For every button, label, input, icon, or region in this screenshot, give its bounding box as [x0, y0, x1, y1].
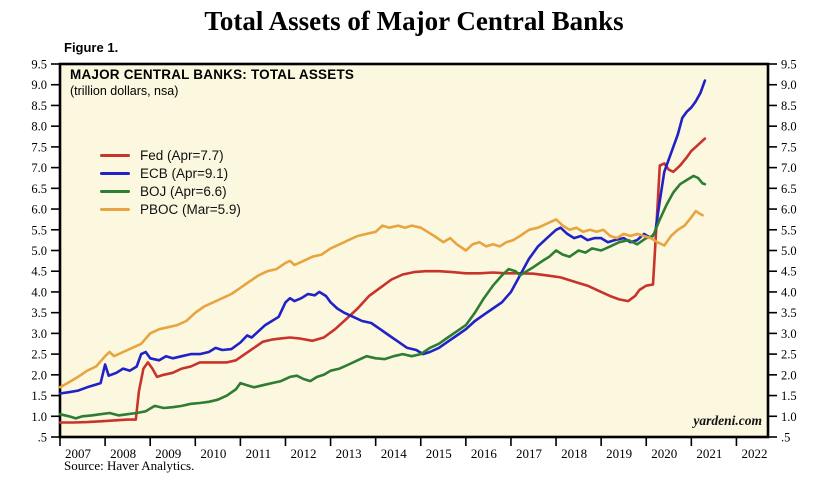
y-axis-label-left: 8.0	[31, 120, 47, 134]
y-axis-label-left: 2.5	[31, 348, 47, 362]
y-axis-label-right: 4.0	[781, 285, 797, 299]
chart-subtitle: (trillion dollars, nsa)	[70, 84, 179, 98]
y-axis-label-right: 2.5	[781, 348, 797, 362]
y-axis-label-right: 5.5	[781, 223, 797, 237]
legend-item-ecb: ECB (Apr=9.1)	[100, 164, 241, 182]
y-axis-label-left: 1.0	[31, 410, 47, 424]
yardeni-watermark: yardeni.com	[693, 413, 762, 428]
x-axis-label: 2012	[291, 446, 317, 461]
y-axis-label-right: .5	[781, 431, 790, 445]
x-axis-label: 2007	[65, 446, 92, 461]
chart-header: MAJOR CENTRAL BANKS: TOTAL ASSETS (trill…	[70, 67, 354, 98]
x-axis-label: 2008	[110, 446, 136, 461]
y-axis-label-left: 3.0	[31, 327, 47, 341]
page-title: Total Assets of Major Central Banks	[204, 6, 624, 36]
y-axis-label-right: 1.5	[781, 389, 797, 403]
y-axis-label-left: 8.5	[31, 99, 47, 113]
plot-area	[58, 62, 770, 439]
y-axis-label-right: 6.0	[781, 203, 797, 217]
y-axis-label-right: 9.5	[781, 58, 797, 72]
y-axis-label-left: 5.0	[31, 244, 47, 258]
y-axis-label-right: 5.0	[781, 244, 797, 258]
x-axis-label: 2019	[606, 446, 632, 461]
y-axis-label-left: 7.0	[31, 161, 47, 175]
x-axis-label: 2018	[561, 446, 587, 461]
y-axis-label-left: 5.5	[31, 223, 47, 237]
y-axis-label-left: .5	[38, 431, 47, 445]
x-axis-label: 2009	[155, 446, 181, 461]
figure-number-label: Figure 1.	[64, 40, 119, 55]
y-axis-label-right: 7.5	[781, 140, 797, 154]
legend-item-pboc: PBOC (Mar=5.9)	[100, 200, 241, 218]
legend-item-fed: Fed (Apr=7.7)	[100, 146, 241, 164]
y-axis-label-left: 9.5	[31, 58, 47, 72]
y-axis-label-left: 4.5	[31, 265, 47, 279]
y-axis-label-left: 6.0	[31, 203, 47, 217]
y-axis-label-right: 4.5	[781, 265, 797, 279]
chart-title: MAJOR CENTRAL BANKS: TOTAL ASSETS	[70, 67, 355, 82]
legend-swatch-ecb	[100, 171, 130, 175]
y-axis-label-right: 7.0	[781, 161, 797, 175]
legend: Fed (Apr=7.7) ECB (Apr=9.1) BOJ (Apr=6.6…	[100, 146, 241, 218]
legend-item-boj: BOJ (Apr=6.6)	[100, 182, 241, 200]
series-line-boj	[58, 174, 707, 420]
legend-label-boj: BOJ (Apr=6.6)	[140, 183, 227, 199]
y-axis-label-right: 3.5	[781, 306, 797, 320]
y-axis-label-left: 9.0	[31, 78, 47, 92]
series-line-fed	[58, 137, 707, 424]
y-axis-label-left: 7.5	[31, 140, 47, 154]
y-axis-label-right: 8.0	[781, 120, 797, 134]
x-axis-label: 2010	[200, 446, 226, 461]
x-axis-label: 2015	[426, 446, 452, 461]
y-axis-label-right: 9.0	[781, 78, 797, 92]
y-axis-label-left: 6.5	[31, 182, 47, 196]
x-axis-label: 2011	[246, 446, 272, 461]
legend-label-ecb: ECB (Apr=9.1)	[140, 165, 229, 181]
y-axis-label-right: 1.0	[781, 410, 797, 424]
legend-label-fed: Fed (Apr=7.7)	[140, 147, 224, 163]
x-axis-label: 2022	[741, 446, 767, 461]
y-axis-label-right: 8.5	[781, 99, 797, 113]
x-axis-label: 2020	[651, 446, 677, 461]
y-axis-label-right: 2.0	[781, 368, 797, 382]
y-axis-label-right: 6.5	[781, 182, 797, 196]
legend-label-pboc: PBOC (Mar=5.9)	[140, 201, 241, 217]
x-axis-label: 2017	[516, 446, 543, 461]
x-axis-label: 2014	[381, 446, 408, 461]
y-axis-label-left: 2.0	[31, 368, 47, 382]
y-axis-label-left: 3.5	[31, 306, 47, 320]
legend-swatch-boj	[100, 189, 130, 193]
y-axis-label-left: 1.5	[31, 389, 47, 403]
source-note: Source: Haver Analytics.	[64, 458, 195, 473]
x-axis-label: 2016	[471, 446, 498, 461]
x-axis-label: 2013	[336, 446, 362, 461]
legend-swatch-fed	[100, 153, 130, 157]
x-axis-label: 2021	[696, 446, 722, 461]
legend-swatch-pboc	[100, 207, 130, 211]
y-axis-label-left: 4.0	[31, 285, 47, 299]
y-axis-label-right: 3.0	[781, 327, 797, 341]
series-line-pboc	[58, 209, 704, 389]
